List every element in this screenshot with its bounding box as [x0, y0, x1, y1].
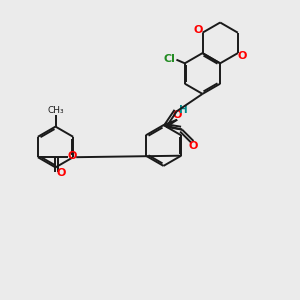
Text: O: O — [67, 151, 77, 161]
Text: O: O — [172, 110, 182, 120]
Text: H: H — [179, 105, 188, 115]
Text: O: O — [56, 168, 66, 178]
Text: Cl: Cl — [164, 53, 176, 64]
Text: CH₃: CH₃ — [47, 106, 64, 115]
Text: O: O — [238, 51, 247, 61]
Text: O: O — [189, 141, 198, 151]
Text: O: O — [193, 25, 203, 35]
